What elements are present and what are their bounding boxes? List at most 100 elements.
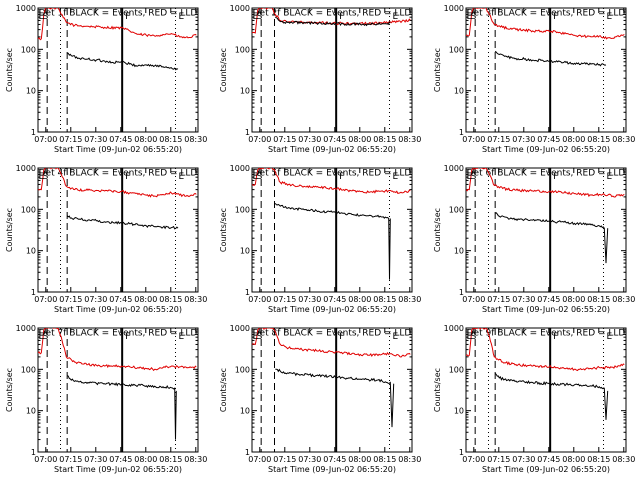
chart-title: Det 1f BLACK = Events, RED = LLD: [39, 9, 198, 19]
y-tick-label: 100: [235, 45, 250, 54]
x-tick-label: 08:15: [159, 455, 182, 464]
x-tick-label: 07:15: [273, 455, 296, 464]
x-tick-label: 08:15: [159, 295, 182, 304]
x-tick-label: 07:00: [34, 455, 57, 464]
series-lld-line: [38, 328, 197, 372]
y-tick-label: 10: [240, 247, 250, 256]
x-tick-label: 08:00: [562, 135, 585, 144]
y-tick-label: 100: [449, 205, 464, 214]
x-tick-label: 08:00: [562, 455, 585, 464]
plot-frame: [251, 327, 413, 453]
plot-body: [38, 328, 197, 452]
y-tick-label: 100: [449, 365, 464, 374]
x-tick-label: 07:00: [248, 135, 271, 144]
x-tick-label: 07:30: [298, 135, 321, 144]
x-tick-label: 07:45: [323, 135, 346, 144]
x-tick-label: 07:00: [34, 295, 57, 304]
y-tick-label: 1000: [16, 164, 36, 173]
marker-label: E: [252, 332, 258, 342]
y-tick-label: 1000: [16, 324, 36, 333]
x-tick-label: 07:30: [512, 295, 535, 304]
plot-frame: [465, 7, 627, 133]
chart-title: Det 2f BLACK = Events, RED = LLD: [253, 9, 412, 19]
x-tick-label: 07:30: [512, 455, 535, 464]
series-lld-line: [252, 328, 411, 358]
plot-frame: [37, 167, 199, 293]
marker-label: E: [179, 12, 185, 22]
series-lld-line: [466, 8, 625, 40]
x-tick-label: 07:45: [109, 135, 132, 144]
y-tick-label: 10: [240, 87, 250, 96]
series-events-line: [494, 372, 609, 420]
marker-label: E: [179, 332, 185, 342]
x-tick-label: 07:00: [248, 295, 271, 304]
y-tick-label: 1: [31, 288, 36, 297]
y-axis-label: Counts/sec: [433, 48, 442, 92]
x-tick-label: 07:30: [84, 295, 107, 304]
x-tick-label: 08:15: [587, 135, 610, 144]
y-axis-label: Counts/sec: [5, 368, 14, 412]
x-tick-label: 07:15: [273, 295, 296, 304]
x-tick-label: 07:15: [59, 135, 82, 144]
series-events-line: [274, 203, 391, 280]
x-tick-label: 07:15: [487, 455, 510, 464]
x-tick-label: 07:45: [109, 455, 132, 464]
x-tick-label: 07:30: [298, 455, 321, 464]
x-tick-label: 08:00: [348, 135, 371, 144]
x-axis-label: Start Time (09-Jun-02 06:55:20): [268, 145, 396, 154]
y-tick-label: 100: [449, 45, 464, 54]
x-tick-label: 07:45: [109, 295, 132, 304]
series-events-line: [66, 215, 179, 230]
plot-body: [38, 8, 197, 132]
x-tick-label: 08:15: [159, 135, 182, 144]
x-tick-label: 07:15: [273, 135, 296, 144]
x-axis-label: Start Time (09-Jun-02 06:55:20): [54, 465, 182, 474]
x-tick-label: 08:30: [398, 455, 421, 464]
y-tick-label: 1: [459, 128, 464, 137]
marker-label: S: [257, 12, 263, 22]
marker-label: S: [471, 172, 477, 182]
marker-label: E: [38, 172, 44, 182]
plot-body: [466, 328, 625, 452]
marker-label: E: [252, 172, 258, 182]
y-tick-label: 100: [21, 45, 36, 54]
x-tick-label: 07:15: [59, 455, 82, 464]
x-tick-label: 07:15: [487, 135, 510, 144]
x-tick-label: 07:15: [487, 295, 510, 304]
plot-frame: [251, 167, 413, 293]
y-tick-label: 1: [31, 448, 36, 457]
x-tick-label: 08:15: [587, 295, 610, 304]
y-axis-label: Counts/sec: [433, 208, 442, 252]
x-axis-label: Start Time (09-Jun-02 06:55:20): [54, 305, 182, 314]
y-axis-label: Counts/sec: [5, 48, 14, 92]
x-tick-label: 07:45: [323, 295, 346, 304]
plot-body: [466, 168, 625, 292]
y-tick-label: 1: [31, 128, 36, 137]
x-tick-label: 08:15: [373, 295, 396, 304]
series-events-line: [494, 212, 609, 264]
y-tick-label: 1000: [444, 324, 464, 333]
chart-panel-9: Det 9f BLACK = Events, RED = LLD 1 10 100 10…: [433, 324, 635, 474]
y-tick-label: 100: [21, 205, 36, 214]
chart-panel-1: Det 1f BLACK = Events, RED = LLD 1 10 100 10…: [5, 4, 207, 154]
chart-panel-5: Det 5f BLACK = Events, RED = LLD 1 10 100 10…: [219, 164, 421, 314]
plot-body: [38, 168, 197, 292]
chart-title: Det 3f BLACK = Events, RED = LLD: [467, 9, 626, 19]
x-tick-label: 07:00: [462, 135, 485, 144]
chart-panel-3: Det 3f BLACK = Events, RED = LLD 1 10 100 10…: [433, 4, 635, 154]
marker-label: E: [179, 172, 185, 182]
x-tick-label: 08:30: [184, 295, 207, 304]
series-lld-line: [252, 168, 411, 194]
x-axis-label: Start Time (09-Jun-02 06:55:20): [482, 465, 610, 474]
x-tick-label: 08:30: [612, 455, 635, 464]
marker-label: E: [252, 12, 258, 22]
x-tick-label: 08:00: [562, 295, 585, 304]
x-tick-label: 07:30: [512, 135, 535, 144]
series-lld-line: [466, 168, 625, 198]
plot-frame: [37, 327, 199, 453]
marker-label: F: [339, 12, 344, 22]
plot-body: [252, 328, 411, 452]
x-axis-label: Start Time (09-Jun-02 06:55:20): [268, 465, 396, 474]
chart-title: Det 7f BLACK = Events, RED = LLD: [39, 329, 198, 339]
